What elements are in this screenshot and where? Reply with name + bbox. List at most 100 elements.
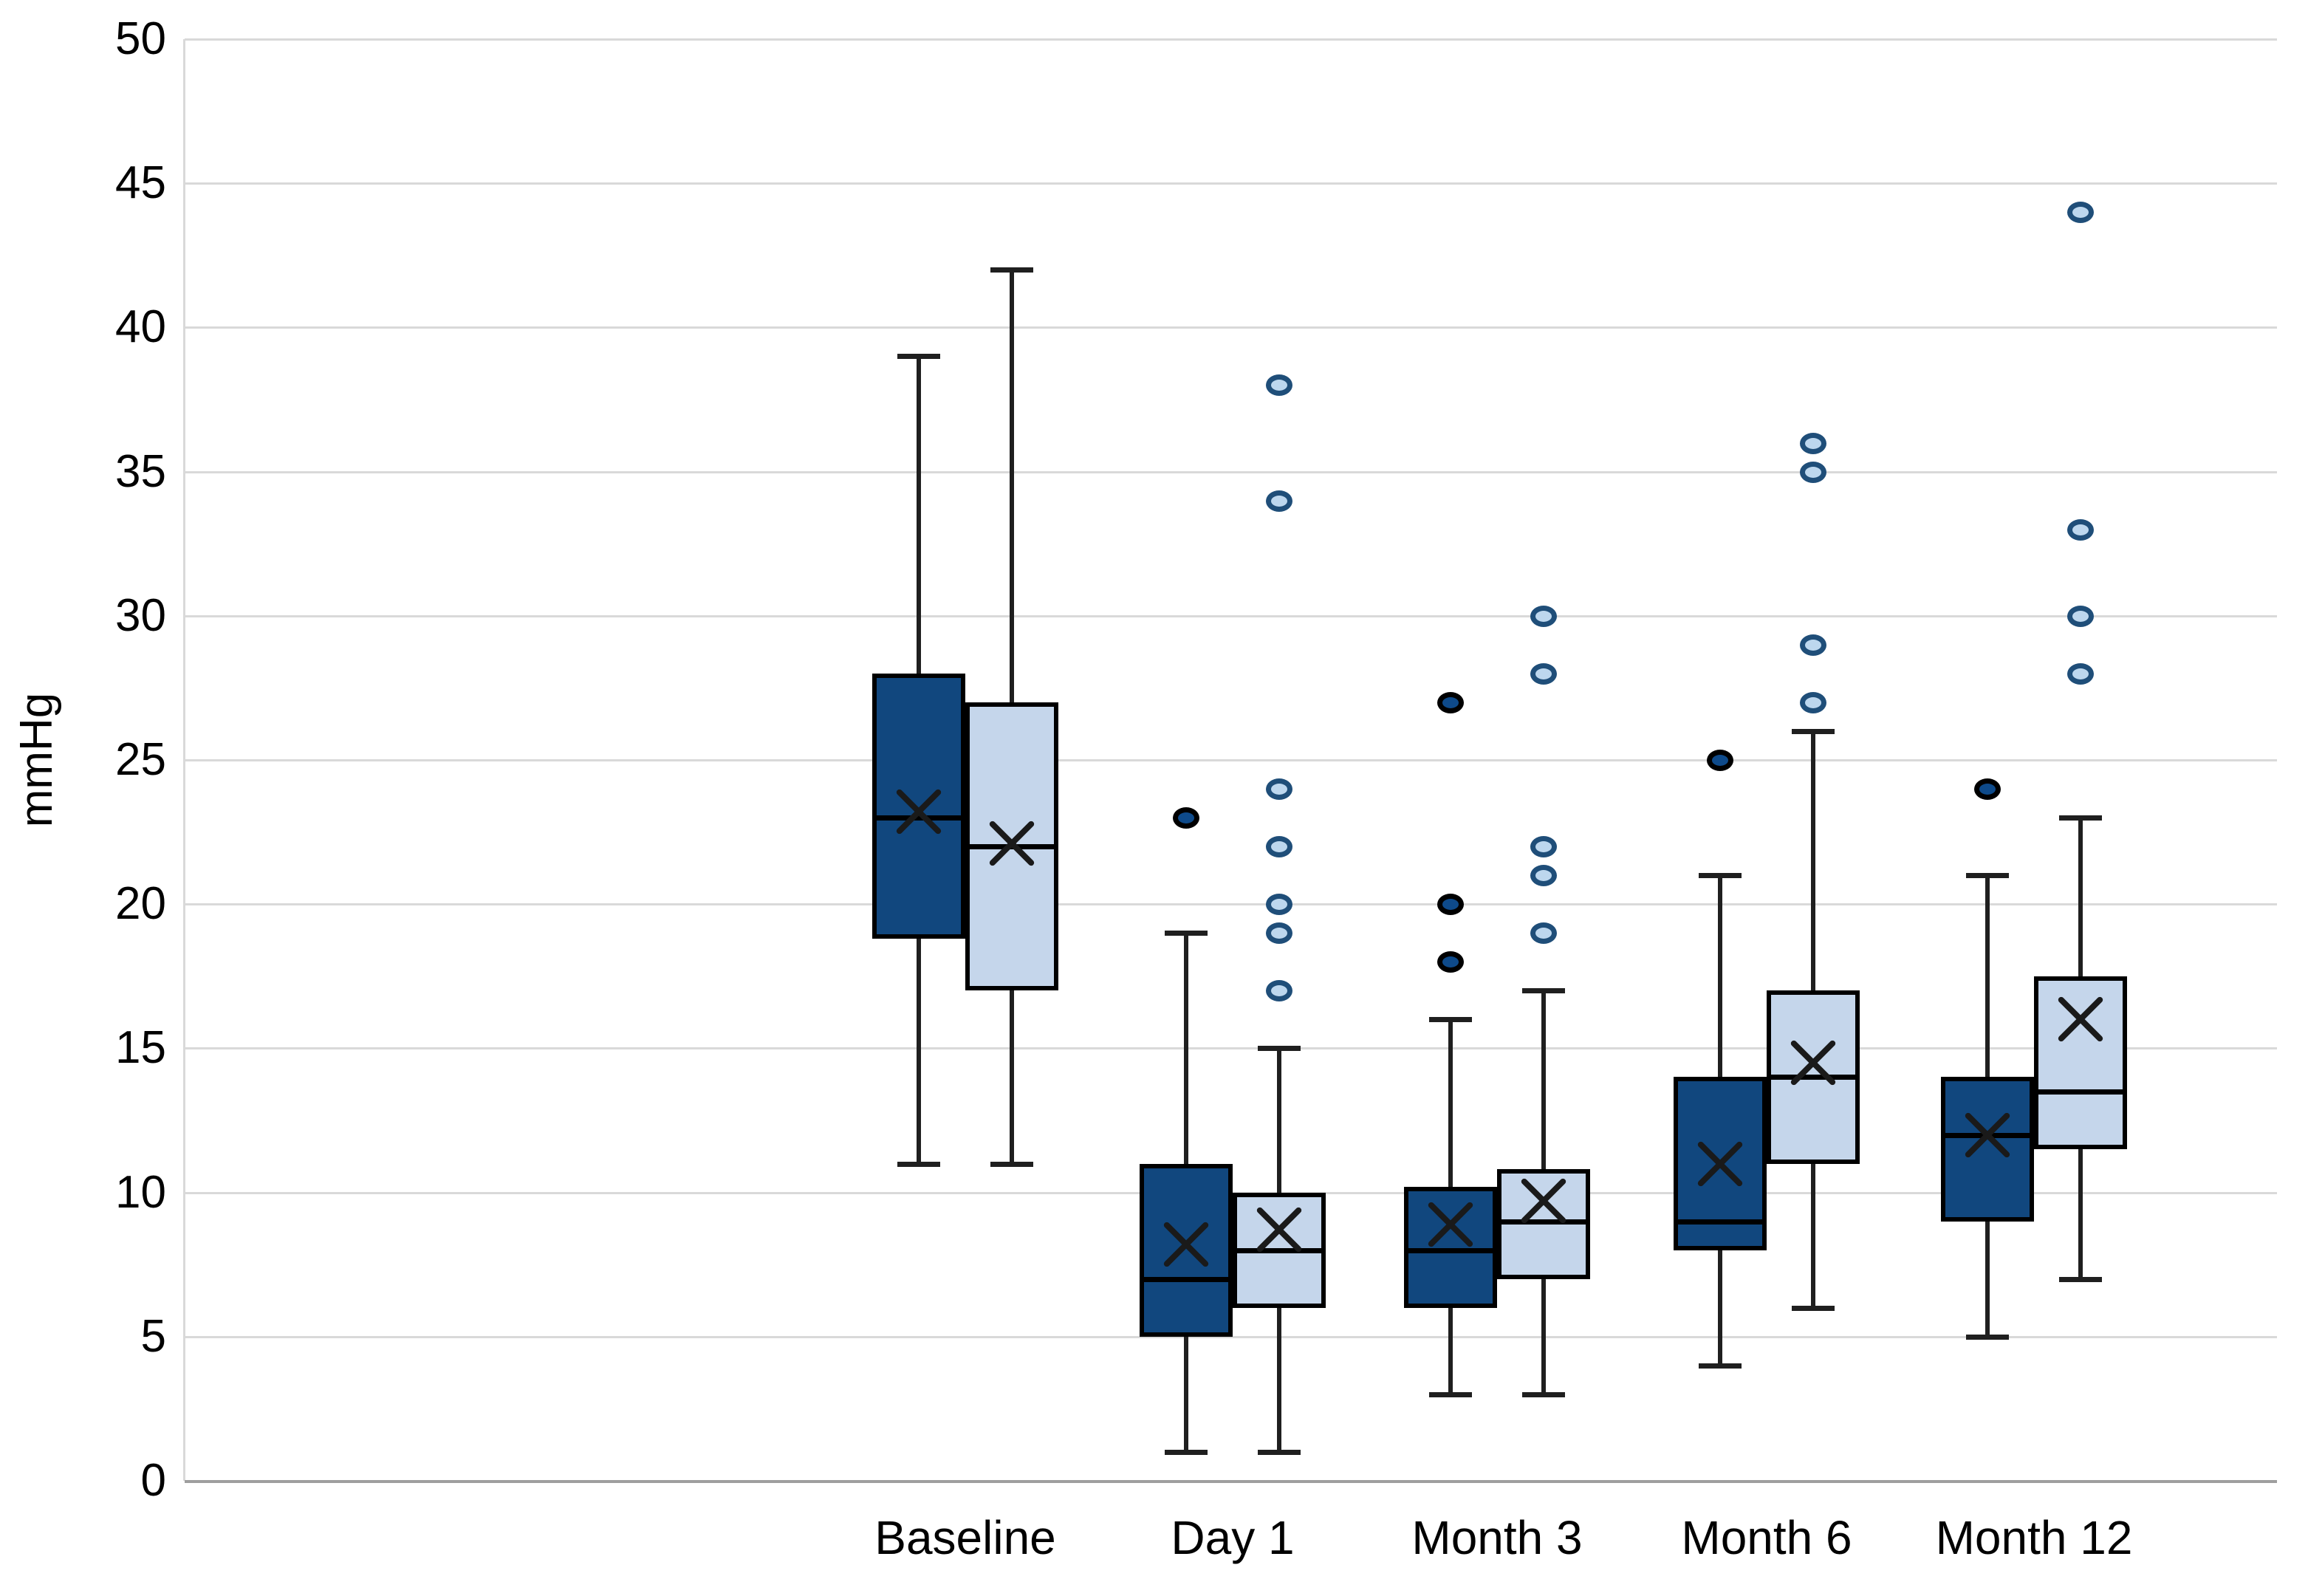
- whisker-cap-high-light-blue-month-12: [2059, 815, 2102, 821]
- outlier-dark-blue-month-3-18: [1437, 951, 1464, 973]
- x-category-label-month-12: Month 12: [1935, 1511, 2133, 1564]
- x-category-label-month-3: Month 3: [1411, 1511, 1583, 1564]
- gridline-50: [185, 38, 2277, 41]
- outlier-light-blue-month-12-30: [2067, 605, 2094, 627]
- gridline-5: [185, 1335, 2277, 1338]
- whisker-lower-dark-blue-baseline: [917, 939, 921, 1164]
- whisker-upper-dark-blue-month-3: [1448, 1019, 1453, 1187]
- whisker-cap-low-light-blue-month-3: [1522, 1391, 1565, 1397]
- median-dark-blue-month-6: [1674, 1219, 1767, 1225]
- whisker-cap-low-dark-blue-month-12: [1966, 1334, 2009, 1340]
- whisker-cap-high-light-blue-day-1: [1258, 1046, 1301, 1052]
- box-dark-blue-month-3: [1404, 1186, 1497, 1308]
- median-dark-blue-baseline: [872, 815, 965, 821]
- gridline-25: [185, 759, 2277, 761]
- median-light-blue-month-3: [1497, 1219, 1590, 1225]
- mean-marker-light-blue-day-1: [1256, 1206, 1303, 1254]
- mean-marker-dark-blue-baseline: [895, 788, 942, 836]
- y-tick-label-35: 35: [115, 445, 166, 497]
- mean-marker-light-blue-month-6: [1790, 1039, 1837, 1086]
- whisker-cap-high-light-blue-baseline: [990, 267, 1033, 273]
- whisker-lower-light-blue-day-1: [1277, 1307, 1281, 1452]
- whisker-cap-high-dark-blue-baseline: [897, 354, 940, 360]
- x-category-label-day-1: Day 1: [1171, 1511, 1295, 1564]
- y-tick-label-30: 30: [115, 589, 166, 641]
- mean-marker-dark-blue-day-1: [1162, 1221, 1210, 1268]
- whisker-cap-low-dark-blue-day-1: [1165, 1449, 1208, 1455]
- whisker-lower-dark-blue-day-1: [1184, 1336, 1188, 1452]
- mean-marker-dark-blue-month-3: [1427, 1200, 1474, 1248]
- x-category-label-baseline: Baseline: [874, 1511, 1056, 1564]
- plot-area: [183, 38, 2277, 1483]
- outlier-dark-blue-day-1-23: [1173, 807, 1199, 829]
- whisker-cap-high-dark-blue-month-6: [1699, 873, 1742, 879]
- outlier-light-blue-day-1-24: [1266, 778, 1292, 801]
- outlier-light-blue-month-12-28: [2067, 662, 2094, 685]
- outlier-light-blue-month-6-36: [1800, 432, 1826, 454]
- median-dark-blue-month-3: [1404, 1247, 1497, 1253]
- outlier-dark-blue-month-3-27: [1437, 691, 1464, 713]
- outlier-light-blue-month-6-35: [1800, 461, 1826, 483]
- whisker-upper-light-blue-month-3: [1541, 990, 1546, 1170]
- outlier-light-blue-month-3-22: [1530, 836, 1557, 858]
- whisker-cap-low-light-blue-baseline: [990, 1161, 1033, 1167]
- whisker-cap-low-light-blue-day-1: [1258, 1449, 1301, 1455]
- mean-marker-dark-blue-month-12: [1964, 1111, 2011, 1159]
- whisker-lower-light-blue-month-6: [1811, 1163, 1815, 1308]
- box-dark-blue-month-12: [1941, 1077, 2034, 1222]
- median-light-blue-month-12: [2034, 1089, 2127, 1095]
- y-tick-label-10: 10: [115, 1166, 166, 1218]
- whisker-lower-light-blue-month-3: [1541, 1278, 1546, 1394]
- y-tick-label-40: 40: [115, 301, 166, 353]
- whisker-upper-light-blue-month-6: [1811, 730, 1815, 991]
- y-axis-line: [183, 39, 185, 1481]
- whisker-cap-high-light-blue-month-6: [1792, 728, 1835, 734]
- mean-marker-light-blue-month-12: [2057, 996, 2104, 1044]
- outlier-light-blue-month-12-44: [2067, 202, 2094, 224]
- mean-marker-light-blue-month-3: [1520, 1177, 1567, 1225]
- gridline-45: [185, 182, 2277, 185]
- outlier-light-blue-month-6-27: [1800, 691, 1826, 713]
- outlier-light-blue-month-3-21: [1530, 865, 1557, 887]
- whisker-cap-low-dark-blue-baseline: [897, 1161, 940, 1167]
- y-tick-label-25: 25: [115, 734, 166, 785]
- y-tick-label-0: 0: [140, 1455, 166, 1506]
- gridline-35: [185, 470, 2277, 473]
- whisker-upper-light-blue-baseline: [1010, 270, 1014, 702]
- y-tick-label-15: 15: [115, 1022, 166, 1074]
- y-tick-label-45: 45: [115, 157, 166, 209]
- outlier-light-blue-month-3-28: [1530, 662, 1557, 685]
- whisker-upper-light-blue-month-12: [2078, 818, 2083, 976]
- median-dark-blue-day-1: [1140, 1276, 1233, 1282]
- whisker-lower-light-blue-baseline: [1010, 990, 1014, 1164]
- whisker-upper-dark-blue-baseline: [917, 356, 921, 674]
- whisker-lower-dark-blue-month-6: [1718, 1250, 1722, 1366]
- gridline-15: [185, 1047, 2277, 1050]
- outlier-light-blue-month-6-29: [1800, 634, 1826, 656]
- y-tick-label-20: 20: [115, 878, 166, 930]
- outlier-dark-blue-month-12-24: [1974, 778, 2001, 801]
- whisker-lower-light-blue-month-12: [2078, 1149, 2083, 1279]
- outlier-light-blue-month-3-30: [1530, 605, 1557, 627]
- whisker-cap-high-dark-blue-day-1: [1165, 931, 1208, 936]
- outlier-light-blue-day-1-19: [1266, 922, 1292, 945]
- whisker-cap-low-light-blue-month-6: [1792, 1305, 1835, 1311]
- whisker-upper-dark-blue-month-6: [1718, 875, 1722, 1078]
- gridline-40: [185, 326, 2277, 329]
- whisker-lower-dark-blue-month-3: [1448, 1307, 1453, 1394]
- y-tick-label-5: 5: [140, 1310, 166, 1362]
- outlier-dark-blue-month-3-20: [1437, 894, 1464, 916]
- whisker-upper-dark-blue-month-12: [1985, 875, 1990, 1078]
- whisker-upper-dark-blue-day-1: [1184, 933, 1188, 1164]
- whisker-cap-low-light-blue-month-12: [2059, 1276, 2102, 1282]
- outlier-dark-blue-month-6-25: [1707, 750, 1733, 771]
- median-light-blue-month-6: [1767, 1075, 1860, 1080]
- mean-marker-dark-blue-month-6: [1696, 1140, 1744, 1188]
- whisker-cap-high-light-blue-month-3: [1522, 988, 1565, 994]
- gridline-0: [185, 1480, 2277, 1483]
- mean-marker-light-blue-baseline: [988, 820, 1035, 868]
- median-light-blue-day-1: [1233, 1247, 1326, 1253]
- outlier-light-blue-day-1-38: [1266, 374, 1292, 397]
- outlier-light-blue-day-1-34: [1266, 490, 1292, 512]
